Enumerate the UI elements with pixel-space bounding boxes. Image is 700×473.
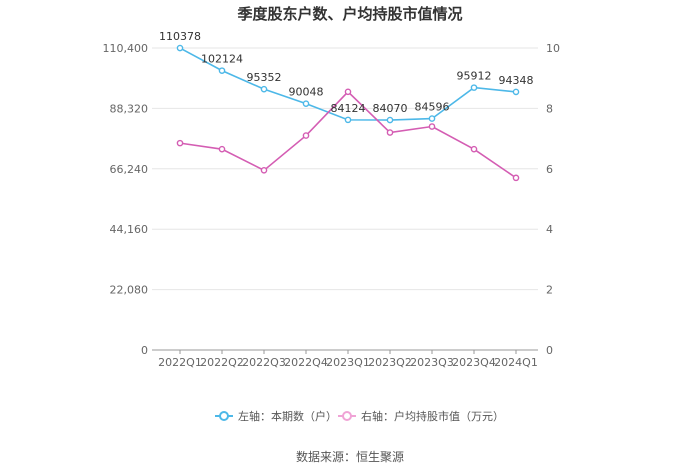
right-tick-label: 10 xyxy=(546,42,560,55)
legend-label-left: 左轴：本期数（户） xyxy=(238,409,337,423)
data-label: 95912 xyxy=(457,70,492,83)
legend-marker-left xyxy=(219,411,229,421)
x-tick-label: 2023Q4 xyxy=(452,356,496,369)
right-tick-label: 6 xyxy=(546,163,553,176)
data-point-left xyxy=(428,115,436,122)
x-tick-label: 2023Q1 xyxy=(326,356,370,369)
x-axis: 2022Q12022Q22022Q32022Q42023Q12023Q22023… xyxy=(158,350,538,369)
data-point-left xyxy=(344,116,352,124)
data-point-right xyxy=(218,145,226,153)
left-tick-label: 0 xyxy=(141,344,148,357)
x-tick-label: 2022Q2 xyxy=(200,356,244,369)
data-label: 95352 xyxy=(247,71,282,84)
data-point-left xyxy=(512,88,520,96)
x-tick-label: 2022Q4 xyxy=(284,356,328,369)
legend-item-right[interactable]: 右轴：户均持股市值（万元） xyxy=(338,409,504,423)
data-label: 94348 xyxy=(499,74,534,87)
legend-label-right: 右轴：户均持股市值（万元） xyxy=(361,409,504,423)
data-point-left xyxy=(470,84,478,91)
data-point-left xyxy=(386,116,394,124)
data-point-right xyxy=(176,139,184,147)
chart-title: 季度股东户数、户均持股市值情况 xyxy=(237,5,462,23)
x-tick-label: 2022Q1 xyxy=(158,356,202,369)
data-point-left xyxy=(176,44,184,52)
x-tick-label: 2023Q2 xyxy=(368,356,412,369)
right-tick-label: 2 xyxy=(546,284,553,297)
right-tick-label: 0 xyxy=(546,344,553,357)
data-point-right xyxy=(386,129,394,136)
data-point-left xyxy=(260,85,268,93)
x-tick-label: 2023Q3 xyxy=(410,356,454,369)
data-point-right xyxy=(428,123,436,130)
data-label: 102124 xyxy=(201,53,243,66)
data-point-right xyxy=(470,145,478,153)
left-tick-label: 110,400 xyxy=(103,42,149,55)
data-point-right xyxy=(344,88,352,96)
legend-marker-right xyxy=(342,411,352,421)
x-tick-label: 2022Q3 xyxy=(242,356,286,369)
left-axis: 0 22,080 44,160 66,240 88,320 110,400 xyxy=(103,42,149,357)
legend-item-left[interactable]: 左轴：本期数（户） xyxy=(215,409,337,423)
data-source: 数据来源：恒生聚源 xyxy=(296,449,404,464)
data-label: 90048 xyxy=(289,86,324,99)
data-label: 84596 xyxy=(415,101,450,114)
right-axis: 0 2 4 6 8 10 xyxy=(546,42,560,357)
left-tick-label: 44,160 xyxy=(110,223,149,236)
series-layer xyxy=(176,44,520,182)
x-tick-label: 2024Q1 xyxy=(494,356,538,369)
data-point-left xyxy=(302,100,310,107)
data-label: 84070 xyxy=(373,102,408,115)
grid xyxy=(152,47,538,351)
legend: 左轴：本期数（户） 右轴：户均持股市值（万元） xyxy=(215,409,504,423)
left-tick-label: 88,320 xyxy=(110,102,149,115)
data-point-left xyxy=(218,67,226,74)
right-tick-label: 4 xyxy=(546,223,553,236)
data-point-right xyxy=(302,132,310,139)
left-tick-label: 66,240 xyxy=(110,163,149,176)
data-point-right xyxy=(260,167,268,174)
data-label: 84124 xyxy=(331,102,366,115)
right-tick-label: 8 xyxy=(546,102,553,115)
data-label: 110378 xyxy=(159,30,201,43)
left-tick-label: 22,080 xyxy=(110,284,149,297)
data-point-right xyxy=(512,174,520,182)
